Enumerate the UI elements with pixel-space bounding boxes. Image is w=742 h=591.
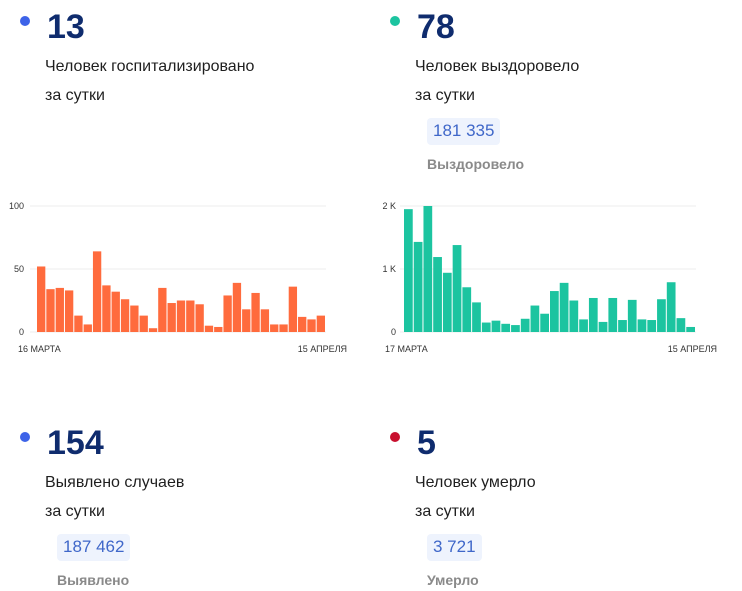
detected-dot-icon	[20, 432, 30, 442]
hospitalized-value: 13	[47, 8, 85, 46]
bar[interactable]	[260, 309, 270, 332]
detected-value: 154	[47, 424, 104, 462]
bar[interactable]	[223, 295, 232, 332]
bar[interactable]	[666, 282, 676, 332]
bar[interactable]	[433, 257, 442, 332]
bar[interactable]	[279, 324, 288, 332]
bar[interactable]	[442, 272, 452, 332]
recovered-value: 78	[417, 8, 455, 46]
bar[interactable]	[404, 209, 413, 332]
recovered-dot-icon	[390, 16, 400, 26]
deaths-value: 5	[417, 424, 436, 462]
hospitalized-desc-line1: Человек госпитализировано	[45, 58, 255, 75]
bar[interactable]	[618, 320, 627, 332]
bar[interactable]	[588, 297, 598, 332]
bar[interactable]	[167, 303, 176, 332]
bar[interactable]	[481, 322, 491, 332]
x-start-label: 17 МАРТА	[385, 344, 428, 354]
bar[interactable]	[676, 318, 686, 332]
bar[interactable]	[251, 292, 260, 332]
bar[interactable]	[520, 318, 530, 332]
bar[interactable]	[608, 297, 618, 332]
bar[interactable]	[139, 315, 148, 332]
bar[interactable]	[176, 300, 186, 333]
deaths-dot-icon	[390, 432, 400, 442]
bar[interactable]	[92, 251, 102, 332]
bar[interactable]	[637, 319, 647, 332]
bar[interactable]	[462, 287, 472, 332]
bar[interactable]	[413, 241, 423, 332]
recovered-desc-line1: Человек выздоровело	[415, 58, 580, 75]
bar[interactable]	[242, 309, 251, 332]
bar[interactable]	[501, 323, 511, 332]
bar[interactable]	[316, 315, 325, 332]
bar[interactable]	[55, 287, 64, 332]
y-tick-label: 0	[19, 327, 24, 337]
recovered-desc-line2: за сутки	[415, 87, 475, 104]
bar[interactable]	[64, 290, 74, 332]
bar[interactable]	[102, 285, 111, 332]
x-end-label: 15 АПРЕЛЯ	[668, 344, 717, 354]
bar[interactable]	[423, 206, 433, 332]
bar[interactable]	[686, 326, 695, 332]
bar[interactable]	[540, 313, 549, 332]
bar[interactable]	[270, 324, 279, 332]
bar[interactable]	[111, 291, 120, 332]
y-tick-label: 0	[391, 327, 396, 337]
recovered-description: Человек выздоровело за сутки	[415, 52, 579, 110]
bar[interactable]	[627, 299, 637, 332]
hospitalized-chart: 0 50 100 16 МАРТА 15 АПРЕЛЯ	[9, 201, 347, 354]
y-tick-label: 2 K	[382, 201, 396, 211]
bar[interactable]	[569, 300, 579, 333]
bar[interactable]	[130, 305, 139, 332]
bar[interactable]	[186, 300, 195, 333]
bar[interactable]	[148, 328, 158, 332]
hospitalized-description: Человек госпитализировано за сутки	[45, 52, 254, 110]
hospitalized-dot-icon	[20, 16, 30, 26]
recovered-total-badge: 181 335	[427, 118, 501, 145]
deaths-desc-line1: Человек умерло	[415, 474, 536, 491]
bar[interactable]	[37, 266, 46, 332]
bar[interactable]	[550, 291, 559, 332]
bar[interactable]	[74, 315, 83, 332]
bar[interactable]	[579, 319, 588, 332]
bar[interactable]	[598, 321, 608, 332]
y-tick-label: 1 K	[382, 264, 396, 274]
bar[interactable]	[298, 316, 307, 332]
bar[interactable]	[83, 324, 92, 332]
bar[interactable]	[204, 325, 214, 332]
x-end-label: 15 АПРЕЛЯ	[298, 344, 347, 354]
x-start-label: 16 МАРТА	[18, 344, 61, 354]
recovered-chart: 0 1 K 2 K 17 МАРТА 15 АПРЕЛЯ	[382, 201, 717, 354]
bar[interactable]	[559, 282, 569, 332]
detected-total-label: Выявлено	[57, 572, 130, 588]
bar[interactable]	[232, 282, 242, 332]
bar[interactable]	[511, 325, 520, 332]
bar[interactable]	[530, 305, 540, 332]
recovered-total-label: Выздоровело	[427, 156, 525, 172]
deaths-total-label: Умерло	[427, 572, 479, 588]
detected-desc-line1: Выявлено случаев	[45, 474, 185, 491]
detected-desc-line2: за сутки	[45, 503, 105, 520]
y-tick-label: 100	[9, 201, 24, 211]
y-tick-label: 50	[14, 264, 24, 274]
bar[interactable]	[491, 320, 501, 332]
bar[interactable]	[214, 326, 223, 332]
bar[interactable]	[647, 320, 657, 332]
bar[interactable]	[472, 302, 481, 332]
deaths-desc-line2: за сутки	[415, 503, 475, 520]
hospitalized-desc-line2: за сутки	[45, 87, 105, 104]
deaths-description: Человек умерло за сутки	[415, 468, 536, 526]
bar[interactable]	[307, 319, 316, 332]
detected-description: Выявлено случаев за сутки	[45, 468, 184, 526]
bar[interactable]	[158, 287, 167, 332]
deaths-total-badge: 3 721	[427, 534, 482, 561]
bar[interactable]	[120, 299, 130, 332]
bar[interactable]	[288, 286, 298, 332]
detected-total-badge: 187 462	[57, 534, 131, 561]
bar[interactable]	[452, 245, 462, 332]
bar[interactable]	[195, 304, 204, 332]
bar[interactable]	[657, 299, 666, 332]
bar[interactable]	[46, 289, 55, 332]
